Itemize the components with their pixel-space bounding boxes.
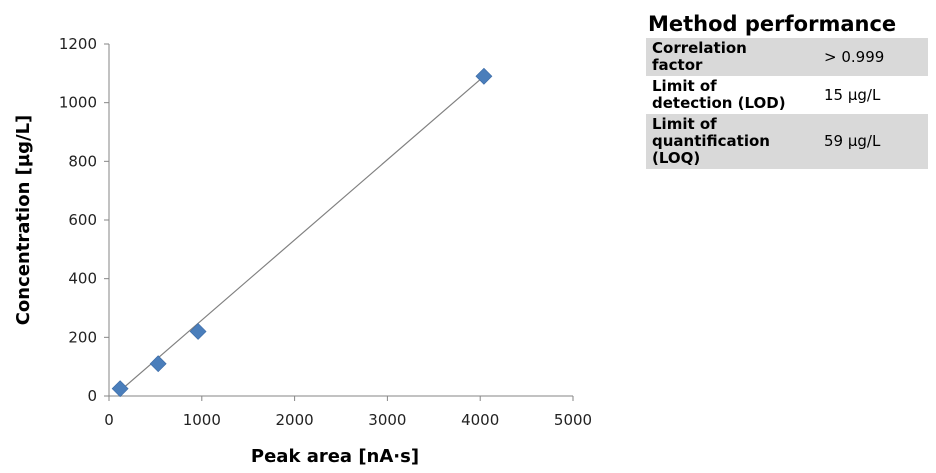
data-point xyxy=(475,67,493,85)
method-performance-panel: Method performance Correlation factor > … xyxy=(646,10,928,169)
value-cell: > 0.999 xyxy=(808,38,928,76)
y-tick-label: 800 xyxy=(68,152,97,170)
parameter-cell: Limit of quantification (LOQ) xyxy=(646,114,808,169)
data-point xyxy=(149,355,167,373)
method-performance-title: Method performance xyxy=(648,12,897,36)
value-cell: 59 µg/L xyxy=(808,114,928,169)
parameter-cell: Limit of detection (LOD) xyxy=(652,77,786,112)
method-performance-table: Correlation factor > 0.999 Limit of dete… xyxy=(646,38,928,169)
y-axis-title: Concentration [µg/L] xyxy=(13,115,34,326)
table-row: Correlation factor > 0.999 xyxy=(646,38,928,76)
x-tick-label: 5000 xyxy=(554,411,592,429)
value-cell: 15 µg/L xyxy=(824,85,881,104)
calibration-chart: 0 200 400 600 800 1000 1200 0 1000 2000 3000 4000 50… xyxy=(13,35,592,467)
x-tick-label: 2000 xyxy=(276,411,314,429)
y-tick-label: 0 xyxy=(87,387,97,405)
x-tick-label: 1000 xyxy=(183,411,221,429)
y-tick-label: 1200 xyxy=(59,35,97,53)
data-points xyxy=(111,67,493,398)
chart-axes xyxy=(108,44,573,397)
y-tick-label: 1000 xyxy=(59,94,97,112)
y-tick-label: 600 xyxy=(68,211,97,229)
parameter-cell: Correlation factor xyxy=(646,38,808,76)
table-row: Limit of quantification (LOQ) 59 µg/L xyxy=(646,114,928,169)
x-tick-label: 0 xyxy=(104,411,114,429)
chart-ticks: 0 200 400 600 800 1000 1200 0 1000 2000 3000 4000 50… xyxy=(59,35,592,429)
y-tick-label: 400 xyxy=(68,270,97,288)
table-row: Limit of detection (LOD) 15 µg/L xyxy=(646,76,928,114)
data-point xyxy=(111,380,129,398)
data-point xyxy=(189,323,207,340)
x-tick-label: 3000 xyxy=(368,411,406,429)
calibration-trendline xyxy=(119,75,485,392)
y-tick-label: 200 xyxy=(68,328,97,346)
x-tick-label: 4000 xyxy=(461,411,499,429)
x-axis-title: Peak area [nA·s] xyxy=(251,446,419,467)
